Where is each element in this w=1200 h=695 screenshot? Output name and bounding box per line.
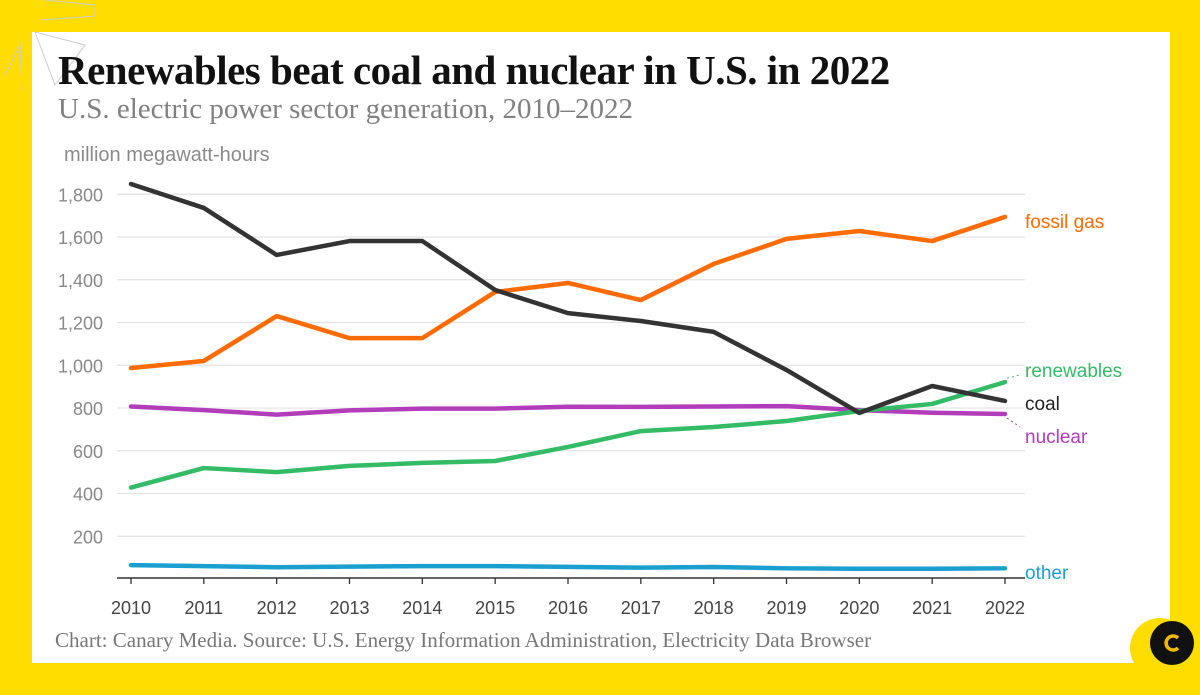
y-axis-label: million megawatt-hours [64,144,270,166]
x-tick-label: 2012 [257,598,297,618]
y-tick-label: 800 [73,399,103,419]
label-leader-nuclear [1006,417,1021,428]
x-tick-label: 2021 [912,598,952,618]
x-tick-label: 2020 [839,598,879,618]
x-tick-label: 2014 [402,598,442,618]
x-tick-label: 2016 [548,598,588,618]
canary-media-logo [1130,618,1194,678]
series-label-nuclear: nuclear [1025,427,1088,448]
series-label-renewables: renewables [1025,361,1122,382]
series-line-renewables [128,379,1008,490]
x-tick-label: 2010 [111,598,151,618]
source-note: Chart: Canary Media. Source: U.S. Energy… [55,628,872,652]
x-tick-label: 2019 [766,598,806,618]
y-tick-label: 1,400 [58,271,103,291]
series-label-other: other [1025,563,1069,584]
y-tick-label: 1,800 [58,185,103,205]
y-tick-label: 1,600 [58,228,103,248]
chart-subtitle: U.S. electric power sector generation, 2… [58,93,633,125]
x-tick-label: 2013 [329,598,369,618]
series-label-coal: coal [1025,394,1060,415]
x-tick-label: 2011 [184,598,223,618]
series-line-other [128,562,1008,571]
y-tick-label: 1,200 [58,314,103,334]
x-tick-label: 2018 [694,598,734,618]
y-tick-label: 200 [73,527,103,547]
x-tick-label: 2022 [985,598,1025,618]
chart-title: Renewables beat coal and nuclear in U.S.… [58,47,890,93]
series-label-fossil-gas: fossil gas [1025,212,1104,233]
x-tick-label: 2017 [621,598,661,618]
y-tick-label: 600 [73,442,103,462]
decorative-arrows-icon [4,0,96,90]
series-line-coal [128,181,1008,416]
x-tick-label: 2015 [475,598,515,618]
label-leader-renewables [1006,374,1021,379]
y-tick-label: 400 [73,485,103,505]
series-line-fossil-gas [128,214,1008,371]
y-tick-label: 1,000 [58,356,103,376]
